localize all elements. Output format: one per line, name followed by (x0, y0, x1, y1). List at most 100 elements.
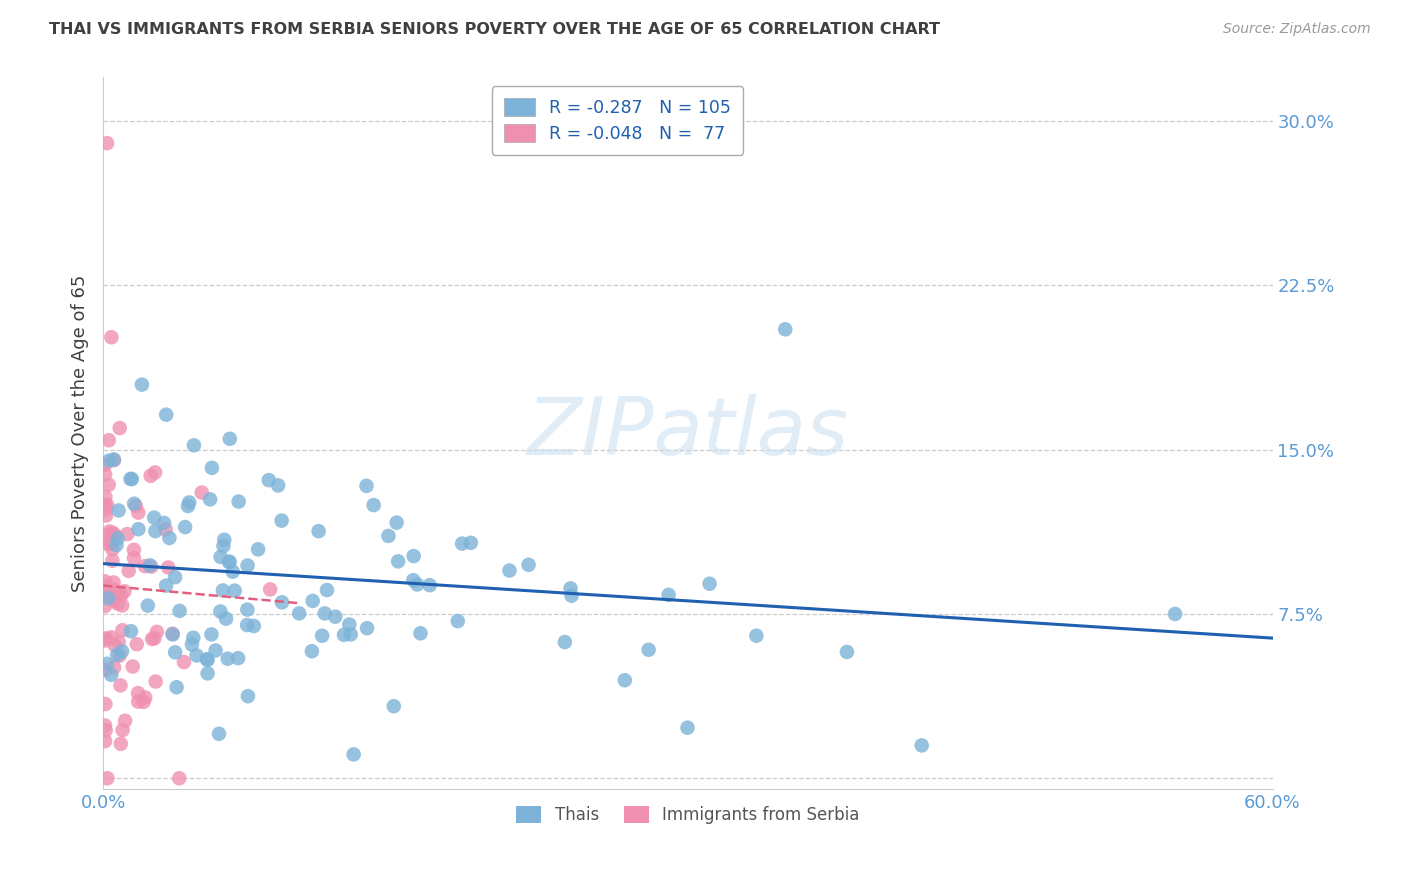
Point (180, 638, 202, 652)
Point (165, 645, 187, 659)
Point (243, 619, 266, 633)
Point (111, 599, 134, 613)
Point (141, 632, 163, 646)
Point (157, 560, 180, 574)
Point (406, 577, 429, 591)
Point (236, 618, 259, 632)
Point (377, 529, 399, 543)
Point (363, 498, 385, 512)
Point (96, 771, 118, 785)
Point (143, 466, 166, 480)
Point (301, 644, 323, 658)
Point (97, 528, 120, 542)
Point (97, 591, 120, 606)
Point (339, 627, 361, 641)
Point (141, 559, 163, 574)
Point (110, 678, 132, 692)
Legend: Thais, Immigrants from Serbia: Thais, Immigrants from Serbia (506, 796, 869, 834)
Point (387, 554, 409, 568)
Point (198, 492, 221, 507)
Point (288, 607, 311, 621)
Point (97, 434, 120, 448)
Point (224, 583, 246, 598)
Point (190, 485, 212, 500)
Point (105, 648, 128, 662)
Point (100, 330, 122, 344)
Point (136, 599, 159, 613)
Point (94, 508, 117, 523)
Point (98, 453, 121, 467)
Point (212, 539, 235, 553)
Point (122, 542, 145, 557)
Point (637, 642, 659, 657)
Point (131, 377, 153, 392)
Point (103, 575, 125, 590)
Point (236, 558, 259, 573)
Point (125, 499, 148, 513)
Point (96, 657, 118, 671)
Point (127, 686, 149, 700)
Point (127, 522, 149, 536)
Point (96, 498, 118, 512)
Point (257, 473, 280, 487)
Point (179, 495, 201, 509)
Point (218, 432, 240, 446)
Point (169, 604, 191, 618)
Point (114, 584, 136, 599)
Point (94, 498, 117, 512)
Point (167, 771, 190, 785)
Point (127, 695, 149, 709)
Point (96, 582, 118, 597)
Point (104, 639, 127, 653)
Point (107, 597, 129, 611)
Point (162, 626, 184, 640)
Point (745, 629, 768, 643)
Point (447, 614, 470, 628)
Point (613, 673, 636, 688)
Point (460, 536, 482, 550)
Point (94, 458, 117, 472)
Point (98, 536, 121, 550)
Point (114, 714, 136, 728)
Point (155, 408, 177, 422)
Point (122, 551, 145, 566)
Point (236, 602, 259, 616)
Point (699, 576, 721, 591)
Point (101, 525, 124, 540)
Point (103, 452, 125, 467)
Point (323, 609, 346, 624)
Point (107, 532, 129, 546)
Point (104, 594, 127, 608)
Point (658, 588, 681, 602)
Point (107, 635, 129, 649)
Point (96, 136, 118, 150)
Point (132, 695, 155, 709)
Point (498, 564, 520, 578)
Point (118, 564, 141, 578)
Point (94, 579, 117, 593)
Point (94, 467, 117, 482)
Point (517, 558, 540, 572)
Point (200, 627, 222, 641)
Point (212, 583, 235, 598)
Point (139, 558, 162, 573)
Point (222, 565, 245, 579)
Point (402, 573, 425, 587)
Text: Source: ZipAtlas.com: Source: ZipAtlas.com (1223, 22, 1371, 37)
Point (103, 589, 125, 603)
Point (139, 468, 162, 483)
Point (94, 718, 117, 732)
Point (217, 651, 239, 665)
Point (209, 605, 232, 619)
Point (218, 555, 240, 569)
Point (94, 490, 117, 504)
Point (186, 648, 208, 663)
Point (204, 643, 226, 657)
Point (560, 582, 582, 596)
Point (301, 594, 323, 608)
Point (165, 570, 187, 584)
Point (356, 479, 378, 493)
Point (108, 421, 131, 435)
Point (103, 453, 125, 467)
Point (911, 739, 934, 753)
